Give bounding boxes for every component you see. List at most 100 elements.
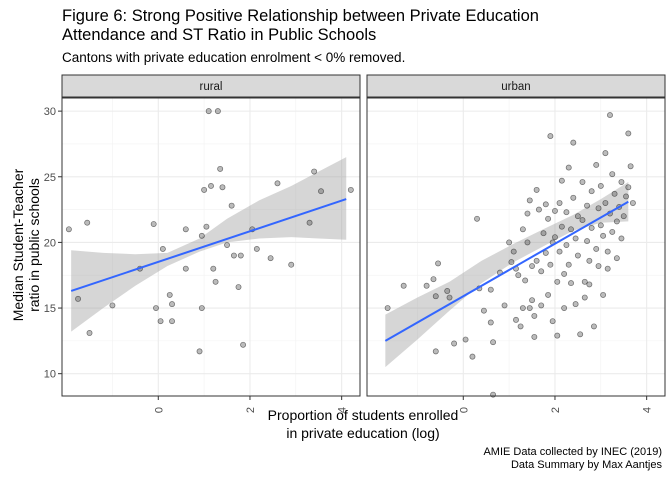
data-point xyxy=(538,302,545,309)
data-point xyxy=(590,323,597,330)
data-point xyxy=(506,239,513,246)
chart-title-line2: Attendance and ST Ratio in Public School… xyxy=(62,26,377,44)
x-tick-label: 2 xyxy=(245,407,257,413)
data-point xyxy=(253,246,260,252)
data-point xyxy=(230,252,237,259)
data-point xyxy=(595,205,602,212)
data-point xyxy=(513,316,519,323)
facet-urban: urban 0 2 4 xyxy=(366,74,666,413)
data-point xyxy=(584,238,591,245)
data-point xyxy=(182,226,189,233)
data-point xyxy=(572,235,579,242)
data-point xyxy=(625,184,632,191)
strip-label-urban: urban xyxy=(501,81,530,93)
data-point xyxy=(159,246,166,252)
data-point xyxy=(519,226,526,233)
data-point xyxy=(212,278,219,285)
data-point xyxy=(318,188,324,195)
data-point xyxy=(169,301,175,308)
data-point xyxy=(480,307,487,314)
data-point xyxy=(554,332,561,339)
data-point xyxy=(554,278,561,285)
x-axis-title-line1: Proportion of students enrolled xyxy=(268,407,459,423)
data-point xyxy=(432,293,439,300)
regression-line xyxy=(70,198,347,292)
data-point xyxy=(219,184,226,191)
panel-border xyxy=(366,97,666,397)
data-point xyxy=(150,221,157,227)
data-point xyxy=(487,286,494,293)
data-point xyxy=(588,225,595,231)
y-tick-label: 25 xyxy=(44,172,56,184)
data-point xyxy=(570,139,577,146)
chart-title: Figure 6: Strong Positive Relationship b… xyxy=(62,7,539,45)
data-point xyxy=(542,201,549,208)
data-point xyxy=(565,164,572,171)
data-point xyxy=(558,223,565,230)
data-point xyxy=(444,288,451,294)
data-point xyxy=(84,219,91,226)
data-point xyxy=(558,177,565,184)
y-tick-label: 30 xyxy=(44,106,56,118)
strip-rural xyxy=(61,74,361,98)
caption-line2: Data Summary by Max Aantjes xyxy=(510,459,662,471)
strip-urban xyxy=(366,74,666,98)
data-point xyxy=(602,150,609,157)
data-point xyxy=(214,108,221,115)
data-point xyxy=(526,305,533,311)
data-point xyxy=(552,207,558,214)
data-point xyxy=(604,265,611,272)
data-point xyxy=(529,263,535,269)
data-point xyxy=(586,281,593,288)
data-point xyxy=(579,179,586,185)
data-point xyxy=(384,305,391,311)
data-point xyxy=(563,242,570,248)
data-point xyxy=(535,206,542,213)
data-point xyxy=(169,318,175,325)
data-point xyxy=(490,391,497,398)
data-point xyxy=(561,270,568,277)
data-point xyxy=(568,226,574,233)
data-point xyxy=(311,168,318,175)
data-point xyxy=(430,276,437,283)
data-point xyxy=(545,291,552,298)
data-point xyxy=(611,190,618,197)
data-point xyxy=(568,280,574,287)
data-point xyxy=(201,186,208,193)
data-point xyxy=(574,213,581,220)
data-point xyxy=(510,248,517,255)
data-point xyxy=(618,235,625,242)
data-point xyxy=(288,261,295,268)
data-point xyxy=(618,179,625,185)
data-point xyxy=(581,278,588,285)
chart-caption: AMIE Data collected by INEC (2019) Data … xyxy=(483,446,662,472)
data-point xyxy=(205,108,212,115)
data-point xyxy=(595,263,602,269)
data-point xyxy=(586,257,593,264)
facet-rural: rural 0 2 4 10 15 20 25 30 xyxy=(44,74,361,413)
data-point xyxy=(196,348,203,355)
x-tick-label: 0 xyxy=(458,407,470,413)
data-point xyxy=(547,261,554,268)
data-point xyxy=(198,305,205,311)
data-point xyxy=(522,277,529,284)
y-axis-title-line1: Median Student-Teacher xyxy=(10,168,26,321)
caption-line1: AMIE Data collected by INEC (2019) xyxy=(483,446,662,458)
data-point xyxy=(166,291,173,298)
data-point xyxy=(609,171,616,178)
data-point xyxy=(552,234,558,241)
data-point xyxy=(75,295,81,302)
chart-title-line1: Figure 6: Strong Positive Relationship b… xyxy=(62,7,539,25)
data-point xyxy=(446,294,453,301)
data-point xyxy=(182,265,189,272)
data-point xyxy=(529,297,535,304)
y-axis-title: Median Student-Teacher ratio in public s… xyxy=(10,168,42,321)
data-point xyxy=(524,239,531,246)
data-point xyxy=(545,215,552,222)
x-axis-title: Proportion of students enrolled in priva… xyxy=(268,407,459,441)
y-tick-label: 15 xyxy=(44,303,56,315)
data-point xyxy=(613,255,620,262)
data-point xyxy=(469,353,476,360)
data-point xyxy=(620,213,627,220)
